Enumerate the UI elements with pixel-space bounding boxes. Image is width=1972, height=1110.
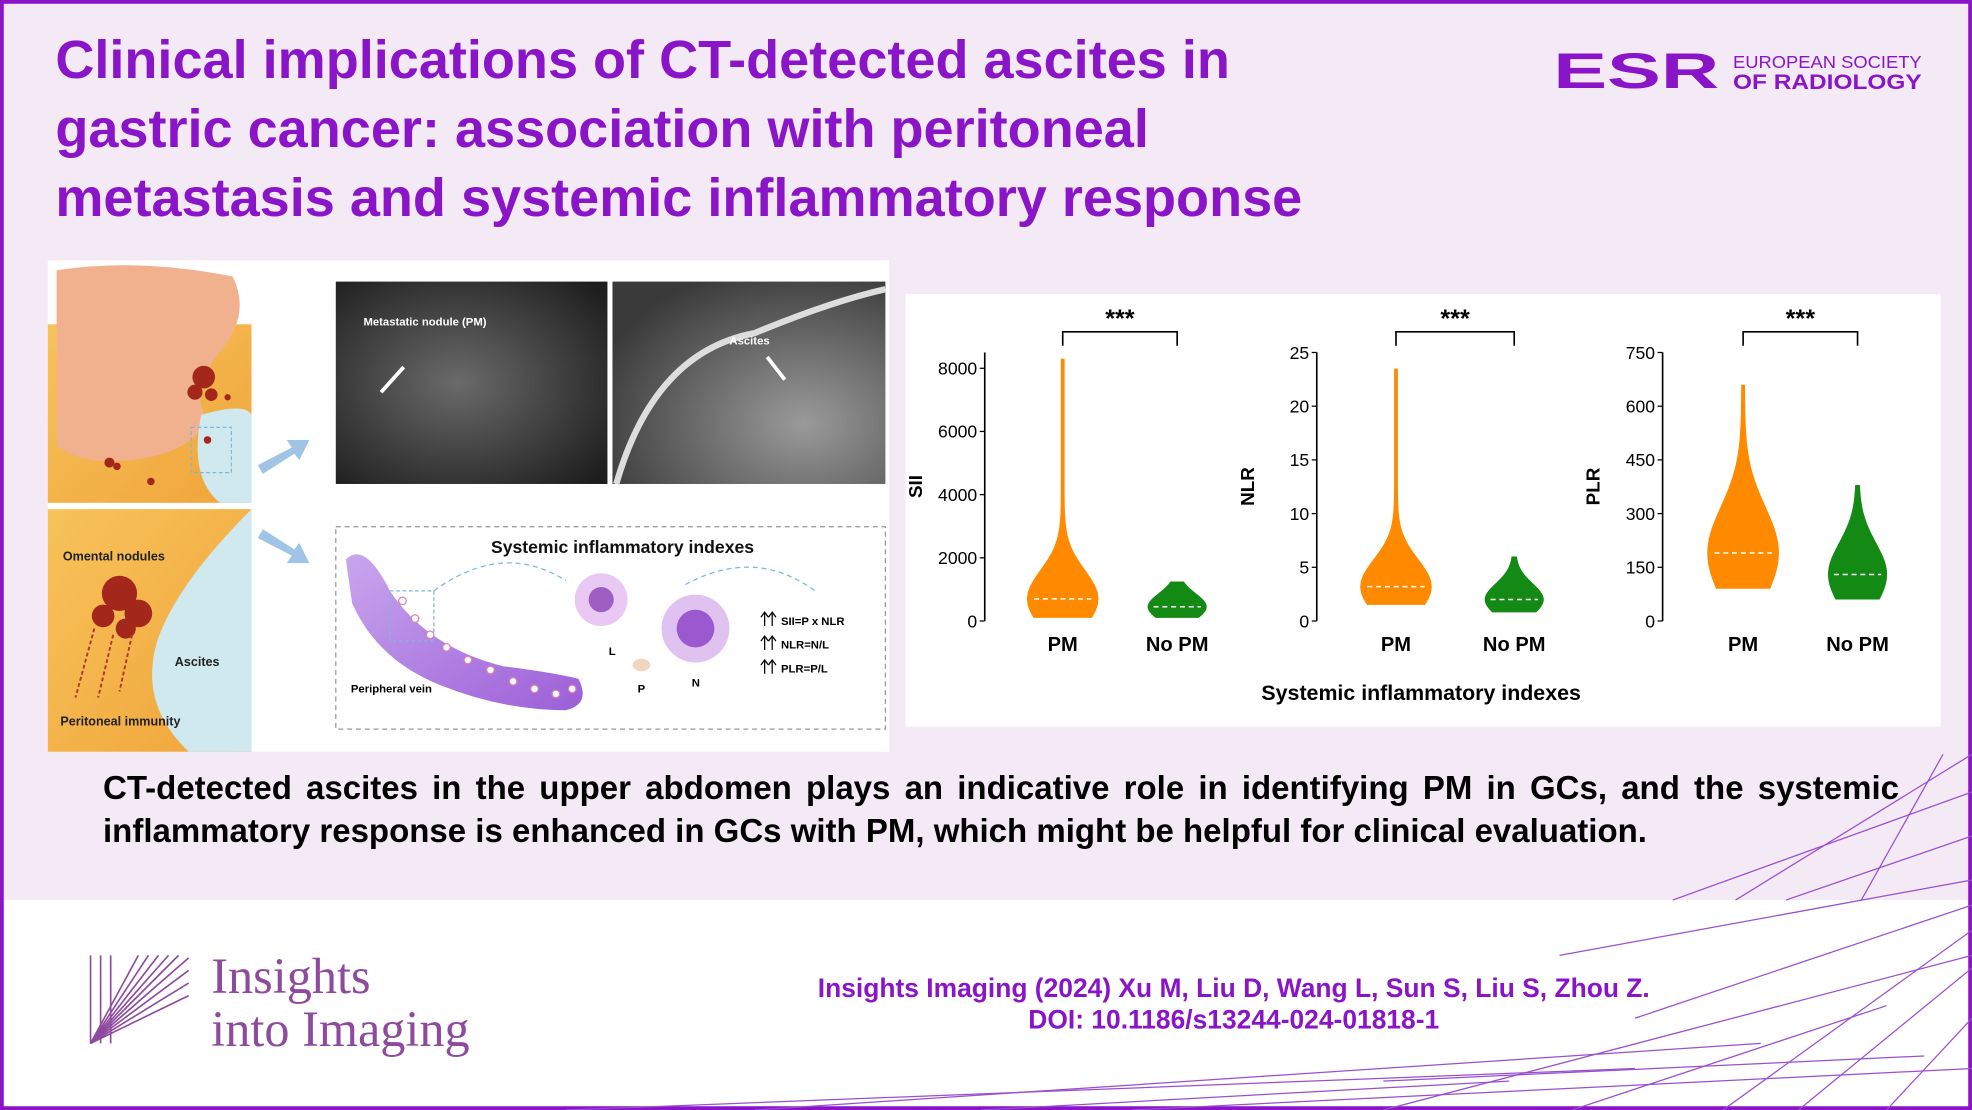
x-tick-label: PM	[1048, 634, 1078, 656]
decorative-lines	[565, 753, 1972, 1110]
violin	[1360, 368, 1432, 605]
zoom-box	[190, 426, 233, 474]
y-tick-label: 20	[1290, 396, 1310, 416]
x-tick-label: PM	[1728, 634, 1758, 656]
y-tick-label: 300	[1626, 504, 1656, 524]
y-axis-label: PLR	[1583, 467, 1604, 505]
citation: DOI: 10.1186/s13244-024-01818-1	[1028, 1004, 1439, 1034]
logo-name: OF RADIOLOGY	[1733, 70, 1922, 94]
ct-image	[612, 281, 886, 484]
y-tick-label: 600	[1626, 396, 1656, 416]
lymphocyte-nucleus	[588, 587, 614, 613]
x-tick-label: No PM	[1826, 634, 1889, 656]
title-line: metastasis and systemic inflammatory res…	[55, 168, 1302, 228]
y-tick-label: 0	[967, 611, 977, 631]
anatomy-label: Ascites	[175, 655, 220, 669]
y-tick-label: 10	[1290, 504, 1310, 524]
significance: ***	[1440, 305, 1470, 333]
y-tick-label: 2000	[938, 548, 977, 568]
logo-acronym: ESR	[1553, 42, 1719, 99]
title-line: gastric cancer: association with periton…	[55, 99, 1149, 159]
neutrophil-nucleus	[676, 609, 715, 648]
journal-name: Insights	[211, 948, 370, 1004]
cell-label: L	[609, 646, 616, 658]
formula: NLR=N/L	[781, 640, 829, 652]
y-tick-label: 5	[1299, 558, 1309, 578]
y-tick-label: 0	[1645, 611, 1655, 631]
violin	[1484, 556, 1544, 613]
ct-arrows	[379, 355, 787, 394]
x-tick-label: No PM	[1146, 634, 1209, 656]
anatomy-label: Peritoneal immunity	[60, 714, 180, 728]
stomach	[56, 265, 240, 462]
title-line: Clinical implications of CT-detected asc…	[55, 30, 1230, 90]
y-tick-label: 15	[1290, 450, 1310, 470]
significance-bracket	[1742, 331, 1859, 346]
significance: ***	[1786, 305, 1816, 333]
y-tick-label: 750	[1626, 343, 1656, 363]
violin	[1026, 358, 1099, 618]
y-tick-label: 4000	[938, 485, 977, 505]
violin	[1707, 384, 1779, 589]
blood-cells	[398, 596, 577, 699]
y-tick-label: 25	[1290, 343, 1310, 363]
y-tick-label: 0	[1299, 611, 1309, 631]
connector	[433, 562, 567, 592]
increase-arrows	[760, 611, 777, 674]
vein	[345, 554, 583, 711]
ct-image	[335, 281, 608, 484]
ct-label: Ascites	[729, 335, 769, 347]
significance-bracket	[1395, 331, 1516, 346]
illustration: Metastatic nodule (PM) Ascites Omental n…	[47, 260, 890, 752]
formula: PLR=P/L	[781, 664, 828, 676]
title: Clinical implications of CT-detected asc…	[55, 30, 1302, 228]
inflammation-box	[335, 526, 887, 730]
ct-structure	[613, 286, 887, 485]
nodules	[104, 365, 231, 486]
immunity-arrows	[74, 628, 133, 698]
logo-name: EUROPEAN SOCIETY	[1733, 52, 1922, 72]
y-tick-label: 450	[1626, 450, 1656, 470]
y-axis-label: NLR	[1237, 467, 1258, 506]
journal-name: into Imaging	[211, 1001, 469, 1057]
ascites-area	[152, 509, 252, 752]
citation: Insights Imaging (2024) Xu M, Liu D, Wan…	[818, 973, 1650, 1003]
y-tick-label: 6000	[938, 422, 977, 442]
y-axis-label: SII	[905, 475, 926, 498]
significance: ***	[1105, 305, 1135, 333]
formula: SII=P x NLR	[781, 616, 845, 628]
ascites-area	[197, 408, 252, 503]
y-tick-label: 8000	[938, 359, 977, 379]
chart-panel	[905, 294, 1941, 727]
summary: CT-detected ascites in the upper abdomen…	[103, 769, 1899, 849]
significance-bracket	[1061, 331, 1178, 346]
y-tick-label: 150	[1626, 558, 1656, 578]
chart-x-label: Systemic inflammatory indexes	[1261, 681, 1580, 705]
violin	[1147, 581, 1207, 618]
violin	[1828, 484, 1888, 600]
vein-label: Peripheral vein	[351, 684, 432, 696]
cell-label: N	[692, 677, 700, 689]
x-tick-label: No PM	[1483, 634, 1546, 656]
ct-label: Metastatic nodule (PM)	[363, 317, 486, 329]
x-tick-label: PM	[1381, 634, 1411, 656]
nodules	[91, 575, 153, 639]
inflammation-title: Systemic inflammatory indexes	[491, 537, 754, 557]
anatomy-label: Omental nodules	[63, 550, 165, 564]
platelet	[632, 658, 651, 672]
flow-arrows	[257, 439, 310, 564]
journal-icon	[89, 954, 190, 1045]
cell-label: P	[638, 684, 646, 696]
